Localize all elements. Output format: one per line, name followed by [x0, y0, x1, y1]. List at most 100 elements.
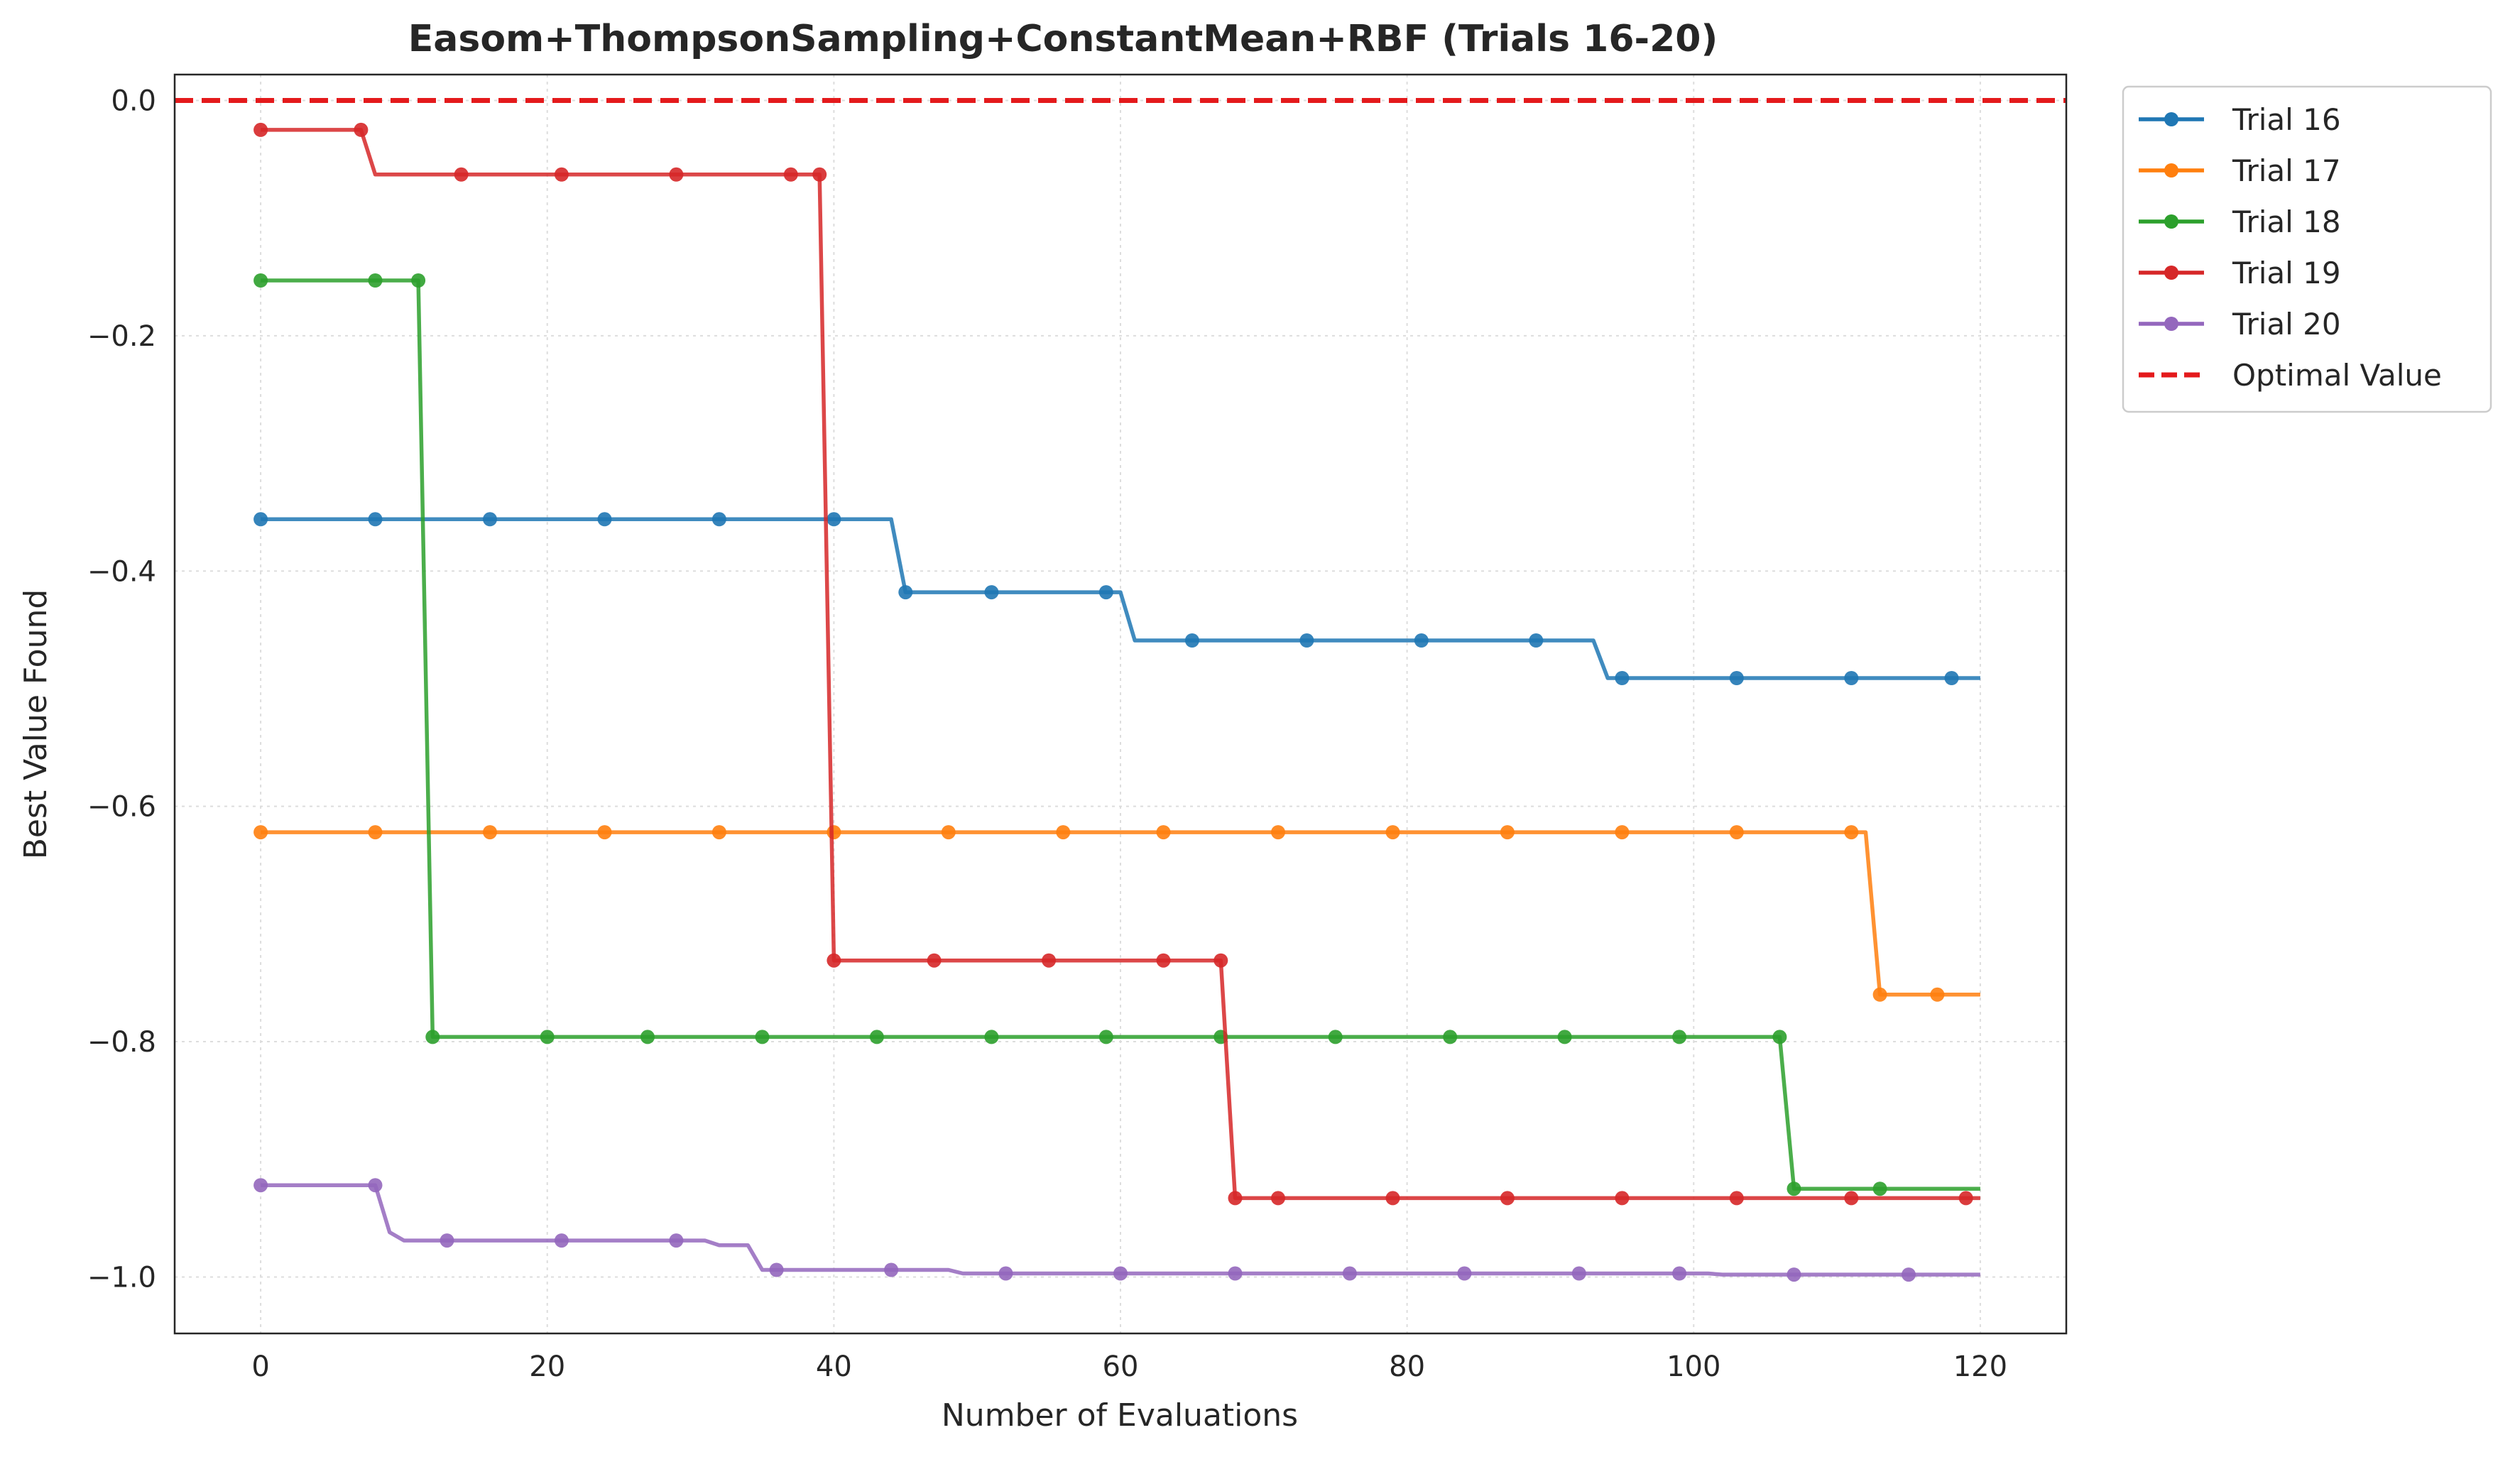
data-point — [869, 1030, 884, 1044]
legend-label: Optimal Value — [2232, 358, 2442, 393]
data-point — [1529, 633, 1544, 648]
data-point — [1457, 1266, 1472, 1281]
legend-entry: Trial 16 — [2139, 102, 2341, 137]
data-point — [1271, 825, 1285, 840]
axis-ticks: 0 20 40 60 80 100 120 0.0 −0.2 −0.4 −0.6 −0.8 −1.0 — [87, 84, 2007, 1383]
data-point — [1872, 1182, 1887, 1196]
data-point — [1328, 1030, 1343, 1044]
data-point — [711, 825, 726, 840]
data-point — [1615, 1191, 1630, 1206]
data-point — [827, 953, 841, 968]
data-point — [984, 1030, 999, 1044]
data-point — [1299, 633, 1314, 648]
legend-box — [2122, 85, 2492, 413]
legend-marker — [2164, 112, 2178, 126]
legend-label: Trial 20 — [2232, 307, 2341, 342]
data-point — [253, 825, 268, 840]
data-point — [812, 167, 827, 182]
data-point — [884, 1262, 899, 1277]
data-point — [1500, 1191, 1515, 1206]
data-point — [540, 1030, 555, 1044]
legend-marker — [2164, 214, 2178, 229]
series-line — [261, 128, 1980, 1201]
data-point — [1844, 1191, 1859, 1206]
series-5 — [253, 1178, 1980, 1282]
x-tick-label: 40 — [816, 1350, 852, 1383]
data-point — [454, 167, 469, 182]
data-point — [1113, 1266, 1128, 1281]
data-point — [253, 512, 268, 527]
series-layer — [253, 122, 1980, 1282]
x-tick-label: 0 — [251, 1350, 269, 1383]
data-point — [1844, 825, 1859, 840]
data-point — [554, 167, 569, 182]
x-tick-label: 60 — [1103, 1350, 1139, 1383]
data-point — [483, 512, 497, 527]
legend-entry: Trial 18 — [2139, 204, 2341, 239]
data-point — [711, 512, 726, 527]
y-axis-title: Best Value Found — [18, 589, 54, 860]
data-point — [440, 1233, 454, 1248]
data-point — [927, 953, 942, 968]
legend-entry: Trial 17 — [2139, 153, 2341, 188]
legend-marker — [2164, 163, 2178, 178]
data-point — [1385, 825, 1400, 840]
data-point — [1156, 953, 1171, 968]
data-point — [1385, 1191, 1400, 1206]
data-point — [411, 273, 426, 288]
data-point — [1213, 953, 1228, 968]
data-point — [1414, 633, 1429, 648]
series-2 — [253, 825, 1980, 1002]
x-axis-title: Number of Evaluations — [942, 1397, 1298, 1434]
data-point — [669, 1233, 684, 1248]
data-point — [984, 585, 999, 600]
y-tick-label: 0.0 — [111, 84, 156, 117]
data-point — [1342, 1266, 1357, 1281]
legend-marker — [2164, 266, 2178, 280]
series-4 — [253, 122, 1980, 1206]
data-point — [1672, 1030, 1687, 1044]
data-point — [1944, 671, 1959, 685]
series-line — [261, 517, 1980, 680]
data-point — [554, 1233, 569, 1248]
data-point — [1156, 825, 1171, 840]
y-tick-label: −0.6 — [87, 791, 156, 824]
series-line — [261, 1183, 1980, 1277]
y-tick-label: −0.8 — [87, 1026, 156, 1059]
x-tick-label: 80 — [1389, 1350, 1425, 1383]
data-point — [368, 825, 383, 840]
data-point — [1902, 1267, 1916, 1282]
x-tick-label: 120 — [1953, 1350, 2007, 1383]
data-point — [769, 1262, 784, 1277]
data-point — [253, 1178, 268, 1193]
data-point — [1787, 1267, 1801, 1282]
series-3 — [253, 273, 1980, 1196]
data-point — [1228, 1191, 1243, 1206]
data-point — [898, 585, 913, 600]
data-point — [1772, 1030, 1787, 1044]
y-tick-label: −0.4 — [87, 555, 156, 588]
legend-label: Trial 16 — [2232, 102, 2341, 137]
data-point — [1056, 825, 1071, 840]
data-point — [1615, 671, 1630, 685]
data-point — [368, 1178, 383, 1193]
data-point — [368, 273, 383, 288]
data-point — [425, 1030, 440, 1044]
y-tick-label: −1.0 — [87, 1261, 156, 1294]
data-point — [1872, 987, 1887, 1002]
data-point — [669, 167, 684, 182]
data-point — [1500, 825, 1515, 840]
data-point — [253, 273, 268, 288]
y-tick-label: −0.2 — [87, 320, 156, 353]
data-point — [597, 512, 612, 527]
legend-entry: Trial 20 — [2139, 307, 2341, 342]
series-1 — [253, 512, 1980, 685]
data-point — [827, 512, 841, 527]
data-point — [1557, 1030, 1572, 1044]
data-point — [1098, 1030, 1113, 1044]
data-point — [1844, 671, 1859, 685]
data-point — [1443, 1030, 1458, 1044]
data-point — [1930, 987, 1945, 1002]
data-point — [998, 1266, 1013, 1281]
